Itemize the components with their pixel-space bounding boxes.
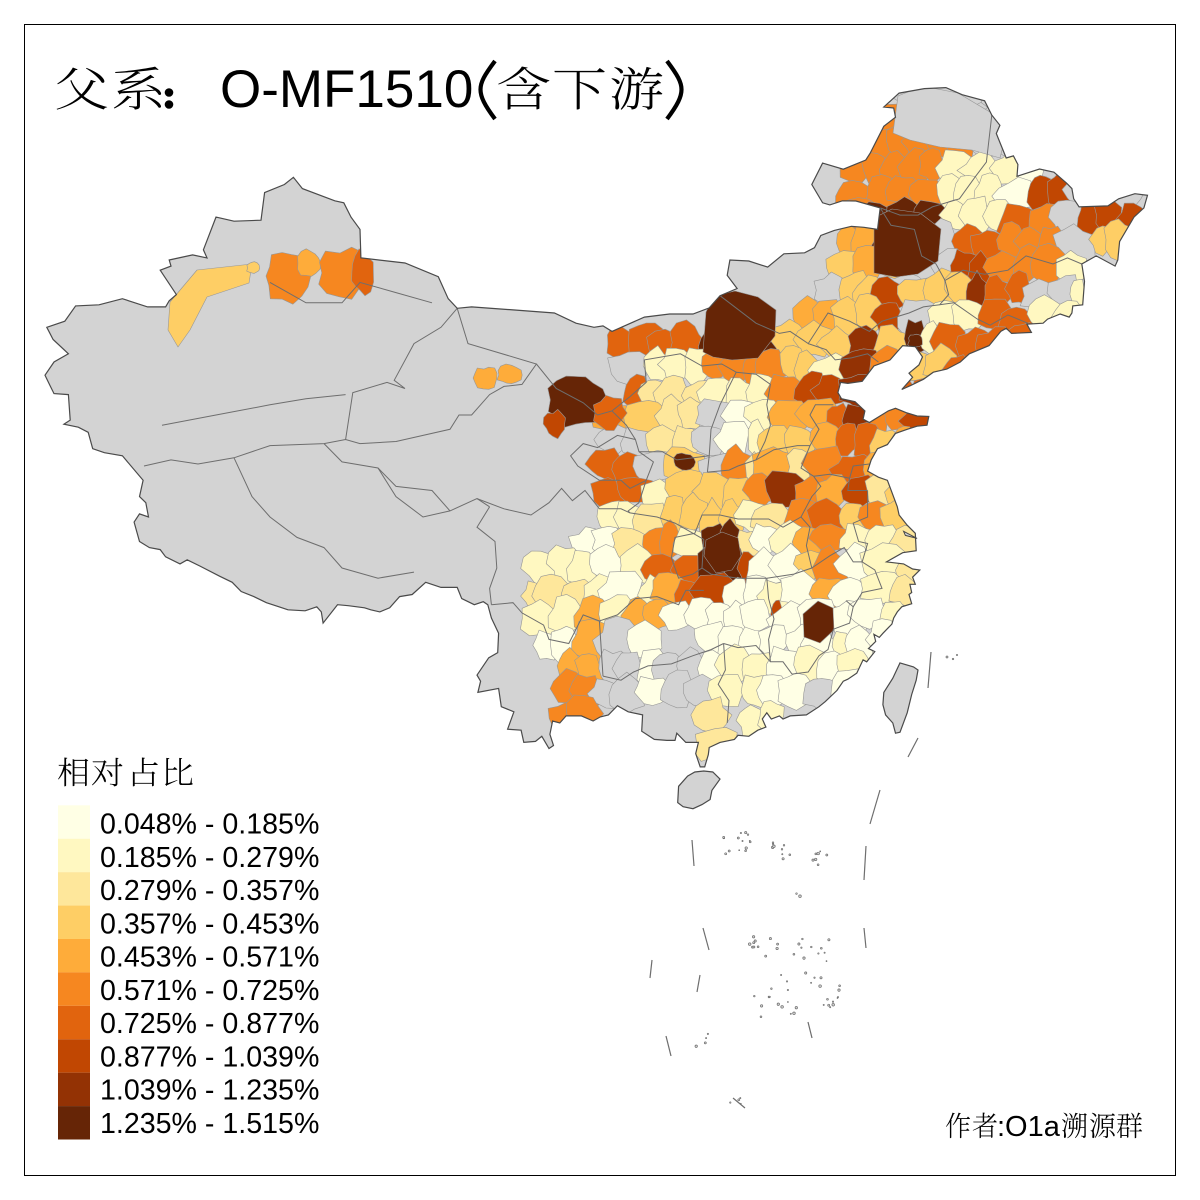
svg-text:0.877% - 1.039%: 0.877% - 1.039% bbox=[100, 1041, 319, 1073]
svg-text:0.279% - 0.357%: 0.279% - 0.357% bbox=[100, 875, 319, 907]
svg-text:1.039% - 1.235%: 1.039% - 1.235% bbox=[100, 1075, 319, 1107]
svg-text:1.235% - 1.515%: 1.235% - 1.515% bbox=[100, 1108, 319, 1140]
svg-text:0.725% - 0.877%: 0.725% - 0.877% bbox=[100, 1008, 319, 1040]
svg-text:0.357% - 0.453%: 0.357% - 0.453% bbox=[100, 908, 319, 940]
svg-text:O-MF1510: O-MF1510 bbox=[220, 60, 473, 119]
svg-text:0.048% - 0.185%: 0.048% - 0.185% bbox=[100, 809, 319, 841]
svg-text::O1a: :O1a bbox=[997, 1111, 1061, 1143]
svg-text:0.571% - 0.725%: 0.571% - 0.725% bbox=[100, 975, 319, 1007]
svg-text:0.453% - 0.571%: 0.453% - 0.571% bbox=[100, 942, 319, 974]
svg-text:0.185% - 0.279%: 0.185% - 0.279% bbox=[100, 842, 319, 874]
